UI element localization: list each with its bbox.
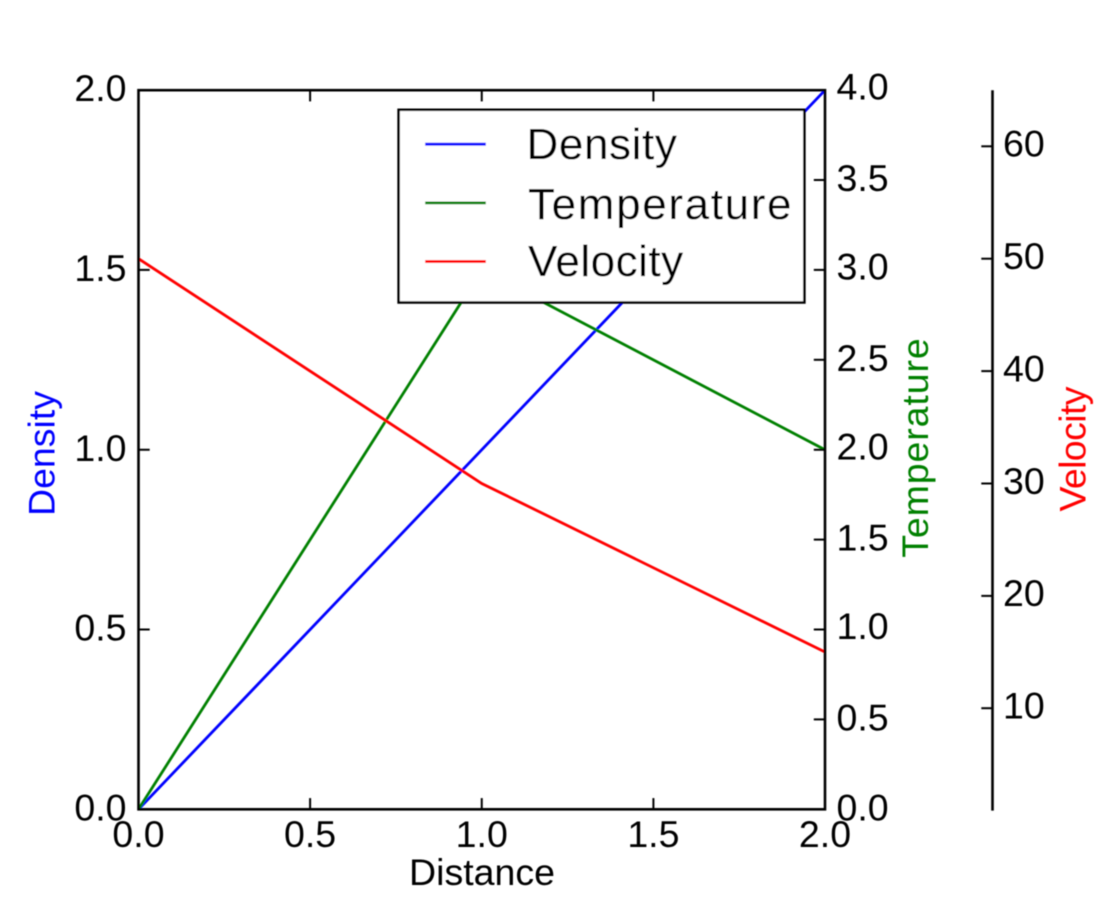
svg-text:50: 50 [1003,235,1045,277]
svg-text:2.0: 2.0 [74,67,126,109]
svg-text:1.5: 1.5 [627,813,679,855]
svg-text:2.5: 2.5 [837,337,889,379]
svg-text:Velocity: Velocity [528,237,684,286]
svg-text:0.5: 0.5 [284,813,336,855]
svg-text:0.0: 0.0 [837,786,889,828]
svg-text:3.5: 3.5 [837,157,889,199]
svg-text:20: 20 [1003,572,1045,614]
svg-text:2.0: 2.0 [837,425,889,467]
svg-text:1.5: 1.5 [74,247,126,289]
svg-text:40: 40 [1003,347,1045,389]
svg-text:1.0: 1.0 [74,427,126,469]
svg-text:1.5: 1.5 [837,517,889,559]
svg-text:Density: Density [21,391,63,516]
svg-text:0.5: 0.5 [837,696,889,738]
svg-text:Distance: Distance [409,851,555,893]
svg-text:Density: Density [527,120,678,169]
svg-text:60: 60 [1003,123,1045,165]
svg-text:4.0: 4.0 [837,66,889,108]
svg-text:Temperature: Temperature [528,180,793,229]
svg-text:3.0: 3.0 [837,245,889,287]
svg-text:30: 30 [1003,460,1045,502]
svg-text:0.0: 0.0 [112,813,164,855]
svg-text:0.5: 0.5 [74,607,126,649]
svg-text:Velocity: Velocity [1052,386,1094,511]
svg-text:10: 10 [1003,685,1045,727]
svg-text:1.0: 1.0 [456,813,508,855]
svg-text:1.0: 1.0 [837,605,889,647]
svg-text:0.0: 0.0 [74,786,126,828]
svg-text:Temperature: Temperature [894,337,936,557]
svg-text:2.0: 2.0 [799,813,851,855]
